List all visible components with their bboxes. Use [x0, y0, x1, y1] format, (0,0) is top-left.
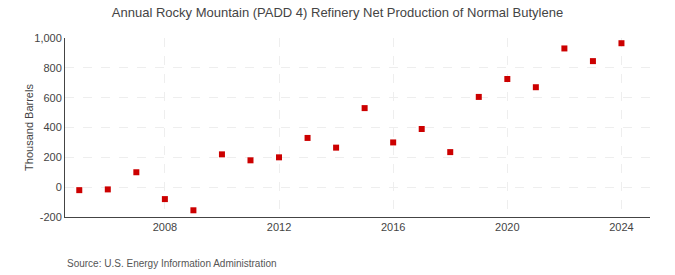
svg-text:0: 0 [56, 181, 62, 193]
svg-text:2016: 2016 [381, 221, 405, 233]
svg-text:2012: 2012 [267, 221, 291, 233]
svg-text:2008: 2008 [153, 221, 177, 233]
svg-text:2020: 2020 [495, 221, 519, 233]
svg-text:-200: -200 [40, 211, 62, 223]
svg-text:200: 200 [43, 151, 61, 163]
svg-text:400: 400 [43, 121, 61, 133]
svg-text:Source: U.S. Energy Informatio: Source: U.S. Energy Information Administ… [67, 258, 277, 269]
svg-text:Annual Rocky Mountain (PADD 4): Annual Rocky Mountain (PADD 4) Refinery … [112, 5, 563, 20]
svg-text:800: 800 [43, 62, 61, 74]
svg-text:1,000: 1,000 [34, 32, 62, 44]
svg-text:600: 600 [43, 92, 61, 104]
svg-text:Thousand Barrels: Thousand Barrels [23, 84, 35, 171]
svg-text:2024: 2024 [609, 221, 633, 233]
